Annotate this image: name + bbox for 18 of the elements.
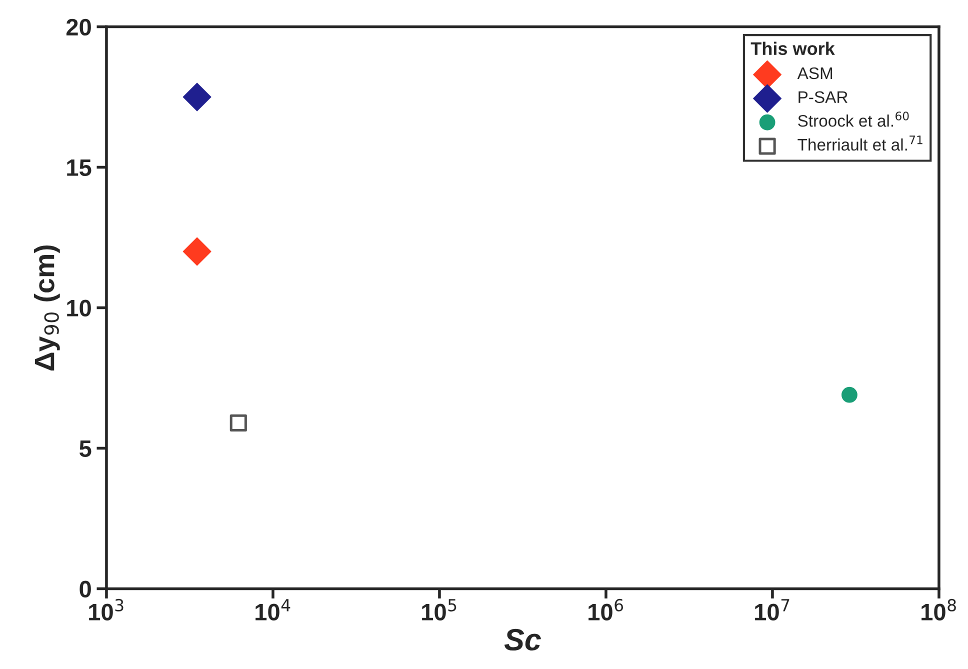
x-tick-label: 10$^{4}$ <box>256 599 290 620</box>
y-tick-label: 15 <box>67 160 92 176</box>
legend-label: ASM <box>797 67 832 80</box>
legend-label: Stroock et al.$^{60}$ <box>798 112 909 127</box>
y-tick-label: 10 <box>67 300 91 317</box>
y-tick-label: 0 <box>80 580 91 598</box>
y-tick-label: 5 <box>79 440 92 458</box>
legend-label: P-SAR <box>798 91 848 104</box>
x-tick-label: 10$^{6}$ <box>588 598 624 620</box>
y-tick-label: 20 <box>66 18 91 36</box>
x-axis-title: Sc <box>504 628 541 651</box>
x-tick-label: 10$^{8}$ <box>922 598 956 620</box>
x-tick-label: 10$^{3}$ <box>89 598 124 620</box>
x-tick-label: 10$^{5}$ <box>422 599 456 620</box>
legend-title: This work <box>750 42 835 56</box>
x-tick-label: 10$^{7}$ <box>755 599 790 620</box>
y-axis-title: Δy$_{90}$ (cm) <box>34 245 60 371</box>
legend-label: Therriault et al.$^{71}$ <box>798 136 922 151</box>
